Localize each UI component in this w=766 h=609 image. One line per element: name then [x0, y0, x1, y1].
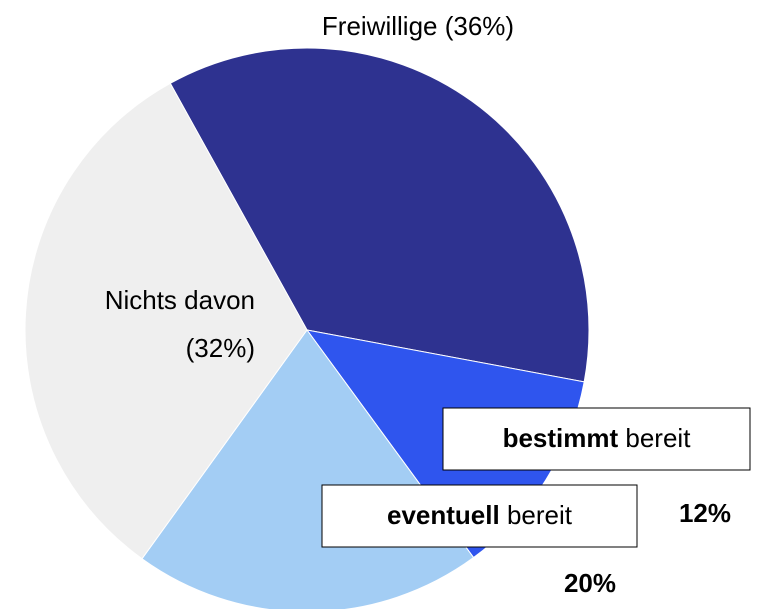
- category-label: Nichts davon: [105, 285, 255, 315]
- pie-slice: [169, 47, 590, 383]
- value-label: 20%: [564, 568, 616, 598]
- category-label: Freiwillige: [322, 11, 438, 41]
- category-label: eventuell bereit: [387, 500, 573, 530]
- slice-label: Freiwillige (36%): [322, 11, 514, 41]
- value-label: 12%: [679, 498, 731, 528]
- value-label: (32%): [186, 333, 255, 363]
- value-label: (36%): [445, 11, 514, 41]
- category-label: bestimmt bereit: [503, 423, 692, 453]
- label-box: [442, 407, 751, 471]
- labels: Freiwillige (36%) Nichts davon (32%) bestim…: [105, 11, 751, 598]
- pie-slice: [24, 82, 308, 560]
- label-box: [321, 484, 638, 548]
